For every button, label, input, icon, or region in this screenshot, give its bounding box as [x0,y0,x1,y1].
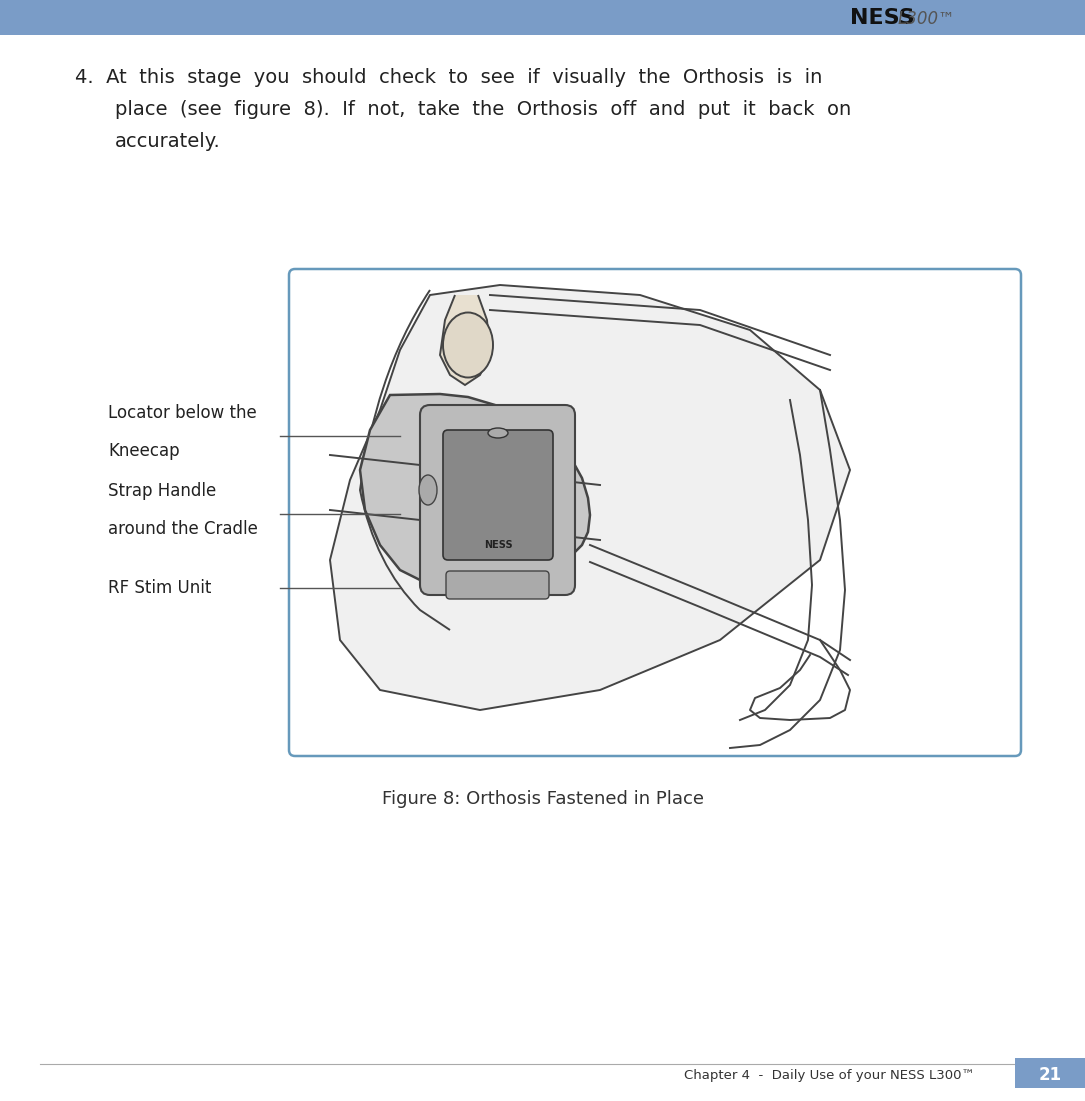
Text: Locator below the: Locator below the [108,404,257,422]
Text: RF Stim Unit: RF Stim Unit [108,579,212,597]
Text: 4.  At  this  stage  you  should  check  to  see  if  visually  the  Orthosis  i: 4. At this stage you should check to see… [75,68,822,87]
Ellipse shape [419,475,437,505]
FancyBboxPatch shape [289,269,1021,756]
Text: Figure 8: Orthosis Fastened in Place: Figure 8: Orthosis Fastened in Place [382,791,703,808]
Text: around the Cradle: around the Cradle [108,520,258,538]
Ellipse shape [443,313,493,378]
Text: 21: 21 [1038,1066,1061,1084]
PathPatch shape [441,295,490,385]
Text: NESS: NESS [484,539,512,550]
Bar [1014,1058,1085,1088]
Text: L300™: L300™ [898,10,956,28]
Text: Strap Handle: Strap Handle [108,482,216,500]
FancyBboxPatch shape [420,405,575,595]
Text: Chapter 4  -  Daily Use of your NESS L300™: Chapter 4 - Daily Use of your NESS L300™ [685,1068,975,1081]
PathPatch shape [360,394,590,585]
Ellipse shape [488,428,508,438]
Text: accurately.: accurately. [115,132,220,151]
Bar [0,0,1085,35]
Text: NESS: NESS [850,8,915,28]
Text: Kneecap: Kneecap [108,442,180,460]
FancyBboxPatch shape [443,430,553,560]
PathPatch shape [330,285,850,710]
Text: place  (see  figure  8).  If  not,  take  the  Orthosis  off  and  put  it  back: place (see figure 8). If not, take the O… [115,100,852,119]
FancyBboxPatch shape [446,571,549,599]
